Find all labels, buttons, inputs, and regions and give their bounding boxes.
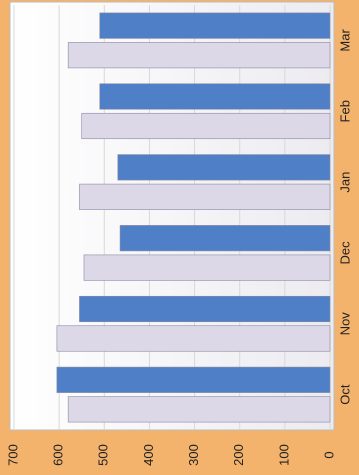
x-tick-label: 0	[321, 451, 336, 458]
bar	[99, 12, 331, 39]
bar	[81, 112, 331, 140]
category-label: Jan	[337, 172, 352, 193]
x-tick-label: 600	[51, 444, 66, 466]
x-tick-label: 100	[276, 444, 291, 466]
bar	[119, 225, 331, 252]
bar	[56, 366, 331, 393]
plot-area	[9, 1, 335, 431]
bar	[99, 83, 331, 110]
category-label: Oct	[337, 384, 352, 405]
bar	[79, 295, 331, 323]
x-tick-label: 400	[141, 444, 156, 466]
bar	[79, 183, 331, 210]
bar	[67, 396, 331, 423]
x-tick-label: 200	[231, 444, 246, 466]
x-tick-label: 700	[5, 444, 20, 466]
category-label: Nov	[337, 312, 352, 336]
bar	[56, 325, 331, 352]
category-label: Mar	[337, 29, 352, 52]
bar	[83, 254, 331, 281]
bar	[67, 42, 331, 69]
category-label: Dec	[337, 241, 352, 265]
x-tick-label: 300	[186, 444, 201, 466]
x-tick-label: 500	[96, 444, 111, 466]
category-label: Feb	[337, 100, 352, 122]
bar	[117, 154, 331, 181]
